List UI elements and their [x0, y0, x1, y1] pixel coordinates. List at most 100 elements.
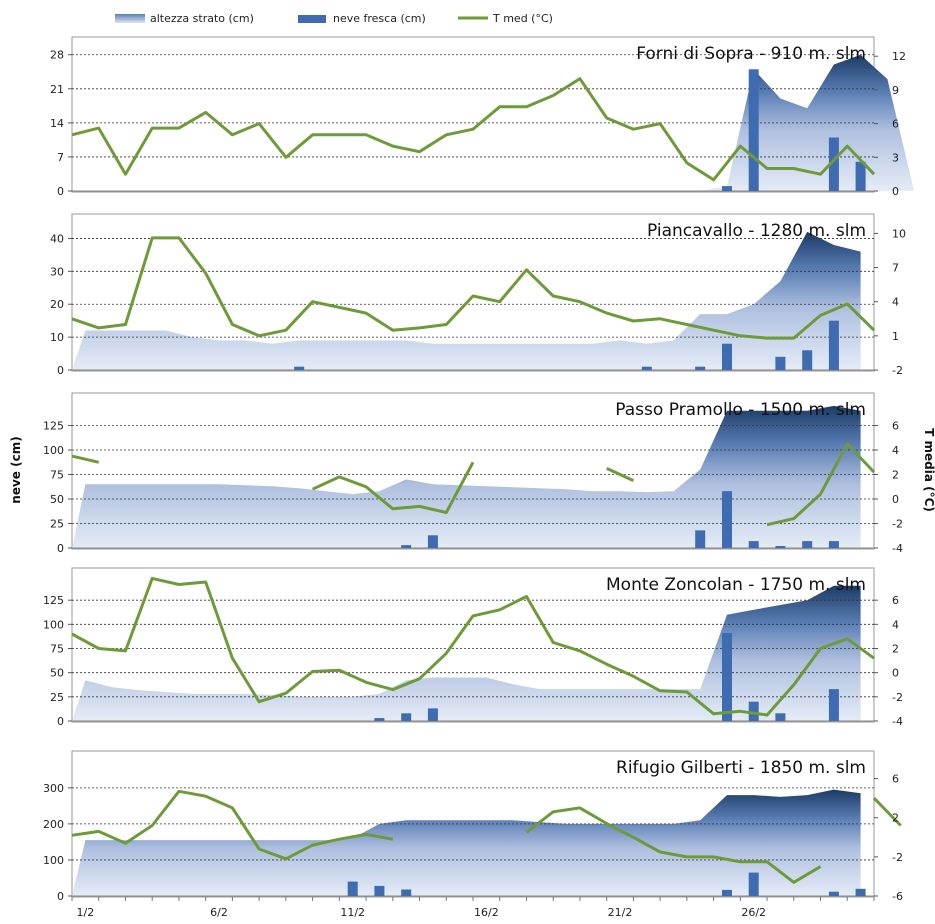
y-tick-label: 10 — [50, 331, 64, 344]
y-tick-label: 14 — [50, 117, 64, 130]
y2-tick-label: 4 — [892, 618, 899, 631]
new-snow-bar — [695, 530, 706, 548]
x-tick-label: 26/2 — [741, 906, 766, 919]
y-tick-label: 100 — [43, 854, 64, 867]
y2-tick-label: 0 — [892, 185, 899, 198]
x-tick-label: 21/2 — [608, 906, 633, 919]
y2-tick-label: -2 — [892, 364, 903, 377]
y-tick-label: 0 — [57, 542, 64, 555]
temperature-line — [766, 442, 876, 527]
y-tick-label: 75 — [50, 643, 64, 656]
legend-swatch-area — [115, 14, 145, 23]
new-snow-bar — [427, 708, 438, 721]
legend: altezza strato (cm) neve fresca (cm) T med… — [115, 12, 553, 25]
y2-tick-label: 6 — [892, 773, 899, 786]
new-snow-bar — [775, 713, 786, 721]
legend-label-0: altezza strato (cm) — [150, 12, 254, 25]
y2-tick-label: -4 — [892, 715, 903, 728]
y-tick-label: 50 — [50, 667, 64, 680]
temperature-line — [872, 797, 902, 827]
new-snow-bar — [748, 69, 759, 191]
y-tick-label: 300 — [43, 782, 64, 795]
y2-tick-label: 0 — [892, 667, 899, 680]
panel-title: Piancavallo - 1280 m. slm — [647, 221, 866, 241]
new-snow-bar — [401, 889, 412, 896]
new-snow-bar — [722, 633, 732, 721]
new-snow-bar — [722, 343, 732, 370]
new-snow-bar — [775, 546, 786, 548]
y2-tick-label: 2 — [892, 643, 899, 656]
legend-label-1: neve fresca (cm) — [333, 12, 426, 25]
y-tick-label: 50 — [50, 493, 64, 506]
y-tick-label: 125 — [43, 420, 64, 433]
y2-tick-label: 2 — [892, 469, 899, 482]
y-tick-label: 28 — [50, 49, 64, 62]
new-snow-bar — [641, 366, 652, 370]
x-tick-label: 16/2 — [474, 906, 499, 919]
y-tick-label: 7 — [57, 151, 64, 164]
panel-2: 0 25 50 75 100 125 -4 -2 0 2 4 6 Passo Pramollo - 15… — [43, 392, 903, 555]
new-snow-bar — [828, 541, 839, 548]
y2-tick-label: 12 — [892, 50, 906, 63]
new-snow-bar — [722, 186, 732, 191]
panel-0: 0 7 14 21 28 0 3 6 9 12 Forni di Sopra - 910 m. sl… — [50, 36, 915, 198]
temperature-line — [71, 236, 876, 340]
snow-depth-area — [72, 585, 861, 721]
new-snow-bar — [722, 889, 732, 896]
new-snow-bar — [802, 541, 813, 548]
new-snow-bar — [828, 891, 839, 896]
new-snow-bar — [427, 535, 438, 548]
y-tick-label: 0 — [57, 364, 64, 377]
y2-tick-label: 9 — [892, 84, 899, 97]
y-tick-label: 30 — [50, 265, 64, 278]
new-snow-bar — [828, 320, 839, 370]
new-snow-bar — [722, 491, 732, 548]
panel-1: 0 10 20 30 40 -2 1 4 7 10 Piancavallo - 1280 m. sl… — [50, 213, 906, 377]
y-tick-label: 200 — [43, 818, 64, 831]
y-tick-label: 0 — [57, 715, 64, 728]
y-tick-label: 75 — [50, 469, 64, 482]
y2-tick-label: 7 — [892, 262, 899, 275]
snow-depth-area — [72, 231, 861, 370]
new-snow-bar — [802, 350, 813, 370]
y2-tick-label: 10 — [892, 227, 906, 240]
y2-tick-label: 0 — [892, 493, 899, 506]
y2-tick-label: 4 — [892, 296, 899, 309]
y2-tick-label: 4 — [892, 444, 899, 457]
temperature-line — [71, 77, 876, 182]
x-tick-label: 6/2 — [210, 906, 228, 919]
snow-depth-area — [72, 789, 861, 896]
y2-tick-label: 1 — [892, 330, 899, 343]
y2-tick-label: 6 — [892, 594, 899, 607]
new-snow-bar — [374, 885, 385, 896]
temperature-line — [311, 461, 475, 514]
new-snow-bar — [775, 356, 786, 370]
new-snow-bar — [855, 161, 866, 191]
new-snow-bar — [294, 366, 305, 370]
panel-3: 0 25 50 75 100 125 -4 -2 0 2 4 6 Monte Zoncolan - 17… — [43, 567, 903, 728]
legend-swatch-bar — [298, 15, 326, 23]
y-tick-label: 100 — [43, 618, 64, 631]
x-tick-label: 11/2 — [340, 906, 365, 919]
panel-title: Forni di Sopra - 910 m. slm — [636, 44, 866, 64]
panel-title: Passo Pramollo - 1500 m. slm — [615, 400, 866, 420]
temperature-line — [71, 454, 100, 464]
x-tick-label: 1/2 — [77, 906, 95, 919]
new-snow-bar — [748, 541, 759, 548]
y-tick-label: 0 — [57, 890, 64, 903]
temperature-line — [71, 789, 394, 861]
y2-tick-label: -2 — [892, 851, 903, 864]
new-snow-bar — [401, 545, 412, 548]
snow-depth-area — [72, 405, 861, 548]
y-tick-label: 125 — [43, 594, 64, 607]
new-snow-bar — [828, 137, 839, 191]
y2-tick-label: -6 — [892, 890, 903, 903]
new-snow-bar — [855, 888, 866, 896]
y2-tick-label: 6 — [892, 118, 899, 131]
y2-tick-label: -2 — [892, 691, 903, 704]
panel-title: Rifugio Gilberti - 1850 m. slm — [616, 758, 866, 778]
temperature-line — [606, 467, 635, 482]
y-tick-label: 100 — [43, 444, 64, 457]
panel-title: Monte Zoncolan - 1750 m. slm — [606, 575, 866, 595]
